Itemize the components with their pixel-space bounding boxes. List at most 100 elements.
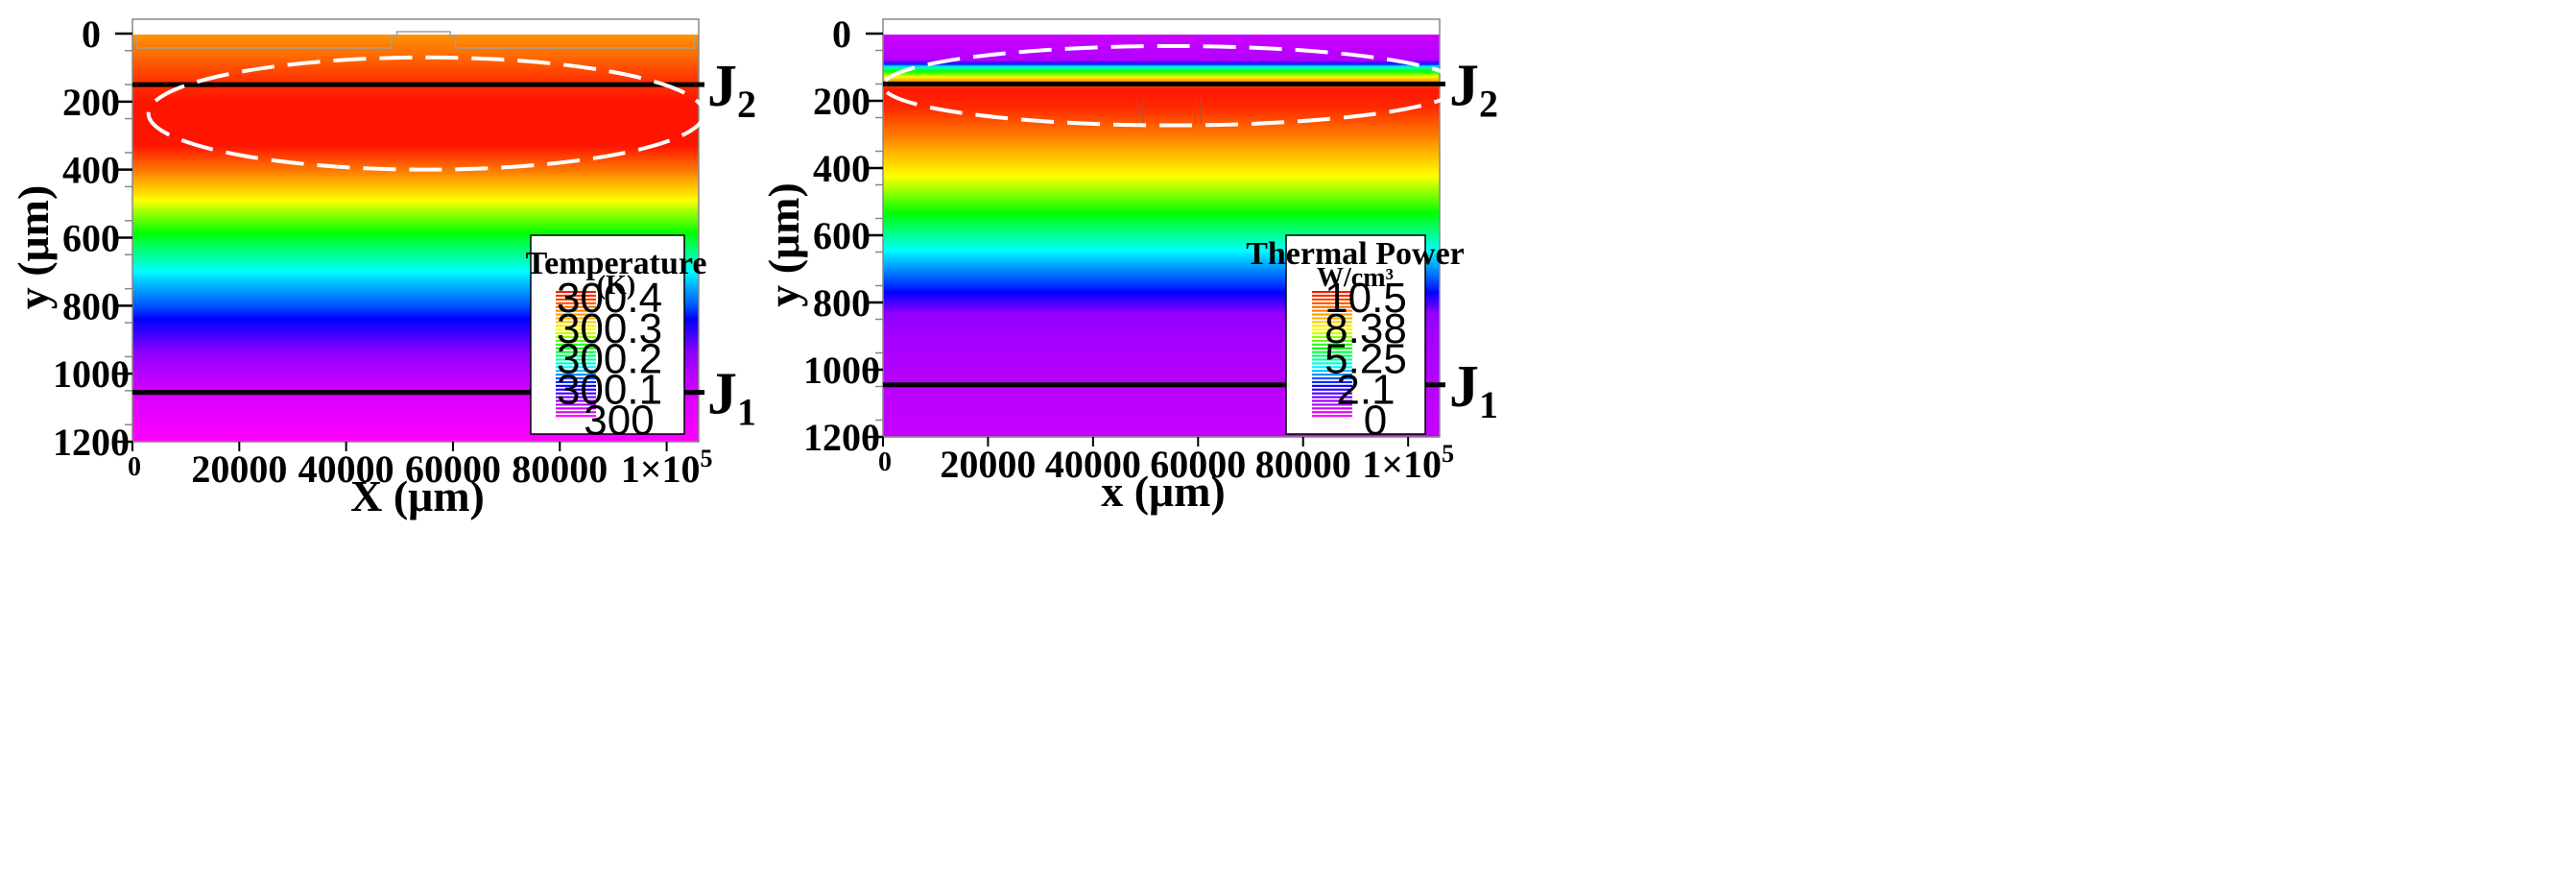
field-band [883,107,1440,109]
field-band [883,247,1440,250]
field-band [132,35,699,37]
legend-tick-label: 300.1 [557,367,662,414]
field-band [132,419,699,422]
field-band [132,398,699,400]
field-band [132,153,699,157]
field-band [883,230,1440,233]
field-band [883,218,1440,221]
field-band [883,214,1440,217]
field-band [883,19,1440,23]
field-band [883,268,1440,271]
field-band [132,229,699,232]
field-band [132,238,699,241]
field-band [883,187,1440,190]
y-tick-label: 400 [62,149,120,192]
field-band [132,195,699,199]
legend-swatch [1312,366,1352,369]
field-band [883,411,1440,414]
legend-title: Thermal Power [1246,236,1465,272]
field-band [132,316,699,319]
field-band [132,24,699,28]
field-band [132,388,699,391]
field-band [883,116,1440,119]
legend-swatch [556,328,596,331]
field-band [883,111,1440,114]
junction-label: J1 [707,362,756,434]
field-band [883,337,1440,340]
field-band [132,438,699,441]
field-band [883,39,1440,42]
field-band [883,138,1440,142]
field-band [883,235,1440,238]
field-band [132,19,699,23]
field-band [132,396,699,398]
field-band [883,202,1440,205]
field-band [132,127,699,130]
field-band [132,23,699,26]
field-band [132,335,699,339]
field-band [883,412,1440,416]
field-band [132,288,699,291]
field-band [132,426,699,430]
field-band [132,60,699,63]
field-band [132,425,699,428]
legend-swatch [556,350,596,353]
legend-swatch [556,309,596,312]
legend-title: Temperature [526,246,707,281]
field-band [132,293,699,296]
y-tick-label: 0 [832,12,851,56]
field-band [883,287,1440,290]
field-band [132,344,699,347]
field-band [132,184,699,187]
field-band [132,420,699,423]
field-band [132,140,699,143]
field-band [132,131,699,133]
field-band [132,52,699,55]
field-band [883,182,1440,185]
legend-swatch [1312,302,1352,304]
field-band [132,57,699,60]
field-band [132,21,699,24]
field-band [883,50,1440,54]
field-band [132,355,699,358]
field-band [883,316,1440,319]
field-band [132,274,699,277]
field-band [132,136,699,140]
field-band [132,253,699,257]
field-band [883,97,1440,100]
field-band [132,181,699,183]
field-band [883,178,1440,181]
field-band [132,94,699,98]
field-band [132,36,699,39]
y-tick-label: 1000 [803,349,880,392]
legend-swatch [1312,376,1352,380]
field-band [132,80,699,83]
field-band [132,65,699,68]
field-band [132,350,699,353]
field-band [132,277,699,280]
field-band [132,227,699,229]
field-band [883,375,1440,378]
field-band [883,223,1440,226]
field-band [132,187,699,190]
y-tick-label: 600 [62,217,120,260]
legend-swatch [1312,347,1352,350]
legend-tick-label: 300.3 [557,305,662,352]
field-band [132,302,699,304]
field-band [883,224,1440,228]
field-band [883,397,1440,399]
field-band [132,236,699,239]
field-band [883,271,1440,274]
field-band [883,152,1440,155]
field-band [132,114,699,117]
legend-swatch [1312,370,1352,373]
y-tick-label: 1200 [53,421,130,464]
legend-swatch [556,399,596,402]
field-band [883,69,1440,73]
field-band [883,335,1440,338]
junction-label: J2 [707,54,756,126]
field-band [883,26,1440,29]
field-band [883,78,1440,81]
field-band [883,312,1440,316]
